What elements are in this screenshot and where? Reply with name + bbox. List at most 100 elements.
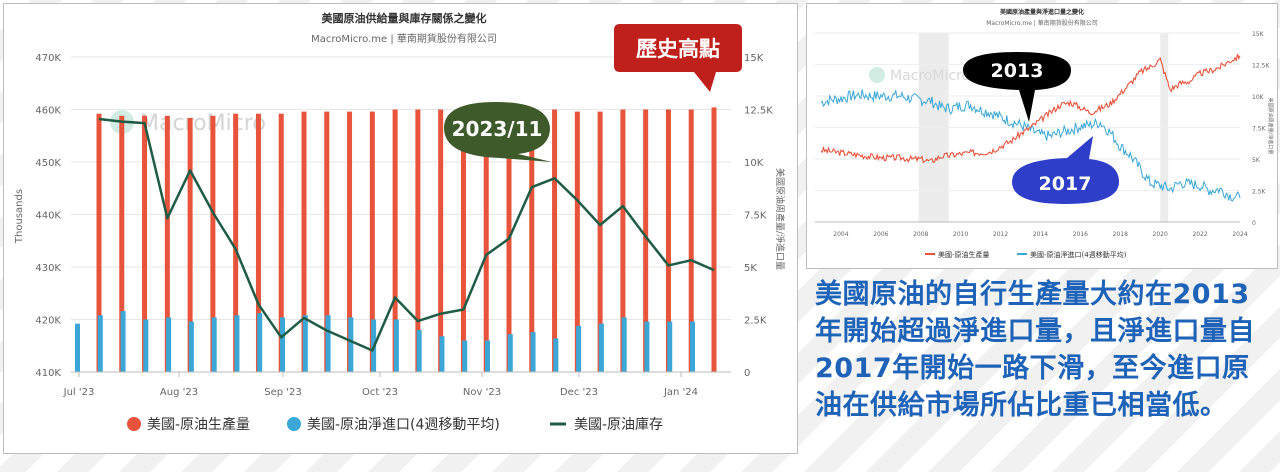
- right-axis-tick-label: 5K: [744, 263, 757, 274]
- production-bar: [96, 113, 102, 372]
- imports-bar: [97, 315, 103, 372]
- production-bar: [506, 109, 512, 372]
- production-bar: [142, 115, 148, 373]
- imports-bar: [325, 315, 331, 372]
- chart-subtitle: MacroMicro.me | 華南期貨股份有限公司: [311, 32, 497, 45]
- production-bar: [483, 109, 489, 372]
- right-axis-tick-label: 2.5K: [744, 316, 767, 327]
- imports-bar: [257, 313, 263, 372]
- imports-bar: [462, 340, 468, 372]
- imports-bar: [234, 315, 240, 372]
- callout-historical-high-bubble: [614, 24, 742, 92]
- right-axis-tick-label: 0: [744, 368, 750, 379]
- callout-2023-11-bubble: [444, 102, 552, 162]
- imports-bar: [690, 321, 695, 372]
- production-bar: [620, 109, 626, 372]
- production-bar: [574, 111, 580, 372]
- x-axis-tick-label: 2014: [1033, 231, 1048, 238]
- left-axis-tick-label: 430K: [35, 263, 61, 274]
- right-axis-tick-label: 0: [1252, 220, 1256, 227]
- imports-bar: [188, 321, 194, 372]
- production-bar: [369, 111, 375, 372]
- x-axis-tick-label: 2016: [1073, 231, 1088, 238]
- production-bar: [233, 113, 239, 372]
- left-chart-panel: 410K 420K 430K 440K 450K 460K 470K 0 2.5K 5K 7.5K 1…: [3, 3, 798, 454]
- right-axis-tick-label: 10K: [1252, 94, 1265, 101]
- imports-bar: [280, 317, 285, 372]
- watermark: MacroMicro: [890, 68, 970, 84]
- legend-production-marker: [127, 417, 141, 431]
- right-axis-tick-label: 2.5K: [1252, 189, 1267, 196]
- right-axis-label: 美國原油周產量/淨進口量: [1267, 98, 1274, 155]
- legend-production-label: 美國-原油生產量: [938, 250, 990, 259]
- x-axis-tick-label: 2010: [953, 231, 968, 238]
- legend-imports-label: 美國-原油淨進口(4週移動平均): [1030, 250, 1127, 259]
- callout-2017-bubble: [1012, 136, 1119, 204]
- production-bar: [552, 109, 558, 372]
- production-bar: [665, 109, 671, 372]
- imports-bar: [576, 325, 582, 372]
- imports-bar: [348, 317, 354, 372]
- right-axis-tick-label: 15K: [1252, 31, 1265, 38]
- production-bar: [643, 109, 649, 372]
- x-axis-tick-label: Dec '23: [560, 387, 598, 398]
- imports-bar: [507, 334, 513, 372]
- watermark-logo-icon: [869, 67, 885, 83]
- production-bar: [187, 117, 193, 373]
- right-axis-label: 美國原油周產量/淨進口量: [774, 168, 786, 270]
- production-bar: [119, 115, 125, 373]
- left-axis-label: Thousands: [14, 189, 25, 244]
- imports-bar: [598, 323, 604, 372]
- legend-production-label: 美國-原油生產量: [147, 416, 250, 433]
- callout-historical-high-text: 歷史高點: [636, 37, 720, 61]
- x-axis-tick-label: 2008: [913, 231, 928, 238]
- production-bar: [210, 115, 216, 373]
- left-axis-tick-label: 460K: [35, 106, 61, 117]
- stock-line: [98, 117, 715, 352]
- left-axis-tick-label: 410K: [35, 368, 61, 379]
- right-axis-tick-label: 15K: [744, 53, 764, 64]
- x-axis-tick-label: Sep '23: [264, 387, 302, 398]
- callout-2017-text: 2017: [1039, 173, 1092, 195]
- x-axis-tick-label: Aug '23: [160, 387, 198, 398]
- production-bar: [255, 113, 261, 372]
- production-bar: [392, 109, 398, 372]
- right-axis-tick-label: 7.5K: [744, 211, 767, 222]
- x-axis-tick-label: 2022: [1192, 231, 1207, 238]
- production-bar: [415, 109, 421, 372]
- right-axis-tick-label: 12.5K: [1252, 63, 1270, 70]
- left-chart: 410K 420K 430K 440K 450K 460K 470K 0 2.5K 5K 7.5K 1…: [14, 11, 786, 433]
- production-bar: [460, 109, 466, 372]
- legend-imports-marker: [287, 417, 301, 431]
- x-axis-tick-label: 2020: [1153, 231, 1168, 238]
- production-bar: [347, 111, 353, 372]
- chart-title: 美國原油供給量與庫存關係之變化: [322, 11, 487, 25]
- left-axis-tick-label: 470K: [35, 53, 61, 64]
- imports-bar: [416, 330, 422, 372]
- x-axis-tick-label: 2006: [873, 231, 888, 238]
- chart-title: 美國原油產量與淨進口量之變化: [999, 8, 1084, 16]
- imports-bar: [553, 338, 559, 372]
- x-axis-tick-label: Jul '23: [63, 387, 95, 398]
- x-axis-tick-label: Nov '23: [463, 387, 501, 398]
- x-axis-tick-label: 2018: [1113, 231, 1128, 238]
- imports-bar: [530, 332, 536, 372]
- imports-bar: [393, 319, 399, 372]
- left-axis-tick-label: 440K: [35, 211, 61, 222]
- callout-2023-11-text: 2023/11: [452, 117, 543, 141]
- x-axis-tick-label: Oct '23: [362, 387, 398, 398]
- imports-bar: [621, 317, 627, 372]
- production-bar: [301, 111, 307, 372]
- imports-bar: [75, 323, 80, 372]
- watermark: MacroMicro: [140, 111, 266, 136]
- legend-imports-label: 美國-原油淨進口(4週移動平均): [307, 417, 500, 433]
- imports-bar: [644, 321, 650, 372]
- production-bar: [324, 111, 330, 372]
- imports-bar: [211, 317, 217, 372]
- right-chart: 0 2.5K 5K 7.5K 10K 12.5K 15K 美國原油周產量/淨進口量 2004 20…: [815, 8, 1274, 259]
- legend-stock-label: 美國-原油庫存: [574, 416, 663, 433]
- right-axis-tick-label: 10K: [744, 158, 764, 169]
- chart-subtitle: MacroMicro.me | 華南期貨股份有限公司: [986, 19, 1097, 27]
- left-axis-tick-label: 420K: [35, 316, 61, 327]
- x-axis-tick-label: Jan '24: [663, 387, 698, 398]
